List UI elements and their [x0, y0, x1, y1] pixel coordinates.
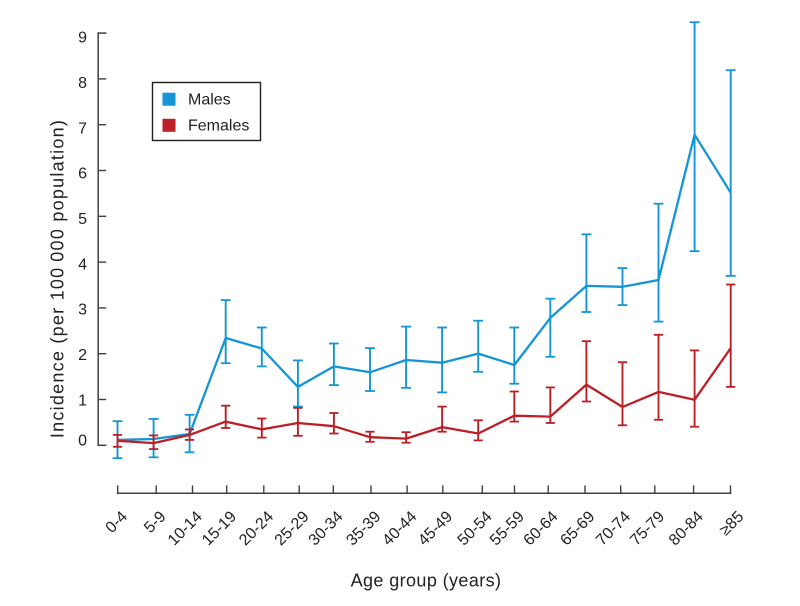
svg-text:Age group (years): Age group (years)	[351, 571, 502, 591]
svg-text:0: 0	[78, 433, 87, 450]
svg-text:9: 9	[78, 30, 87, 47]
svg-text:2: 2	[78, 347, 87, 364]
svg-text:Males: Males	[188, 91, 231, 108]
svg-text:4: 4	[78, 256, 87, 273]
svg-text:Females: Females	[188, 117, 249, 134]
svg-text:3: 3	[78, 302, 87, 319]
svg-text:5: 5	[78, 211, 87, 228]
svg-text:7: 7	[78, 120, 87, 137]
svg-text:Incidence (per 100 000 populat: Incidence (per 100 000 population)	[48, 119, 68, 438]
svg-text:1: 1	[78, 392, 87, 409]
svg-text:8: 8	[78, 75, 87, 92]
svg-text:6: 6	[78, 166, 87, 183]
